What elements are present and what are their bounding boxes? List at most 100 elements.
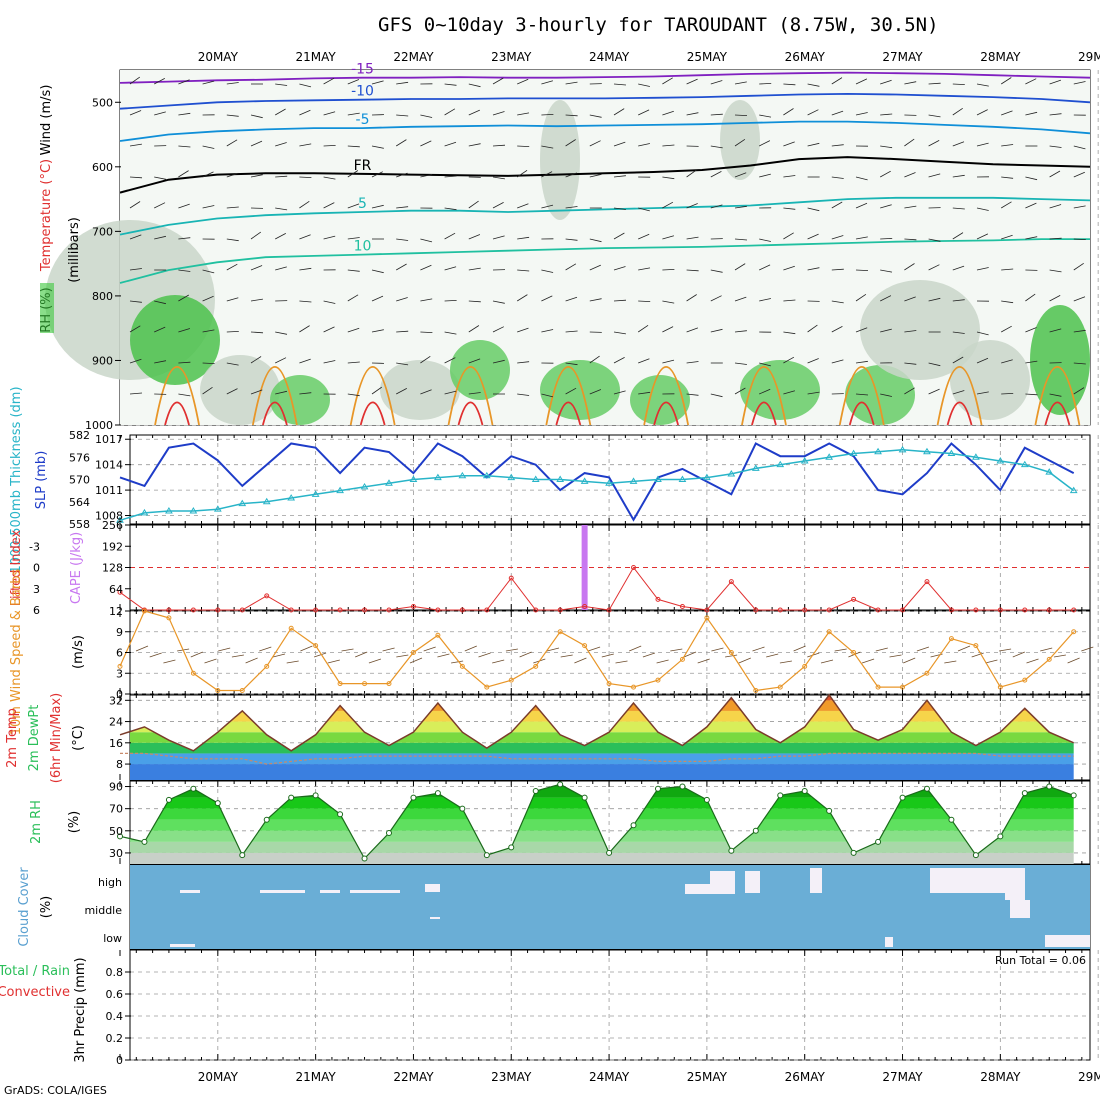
wind10-marker (655, 677, 661, 683)
wind-barb (638, 358, 650, 364)
thickness-marker (703, 473, 711, 481)
wind-barb (710, 145, 723, 149)
temp-contour-10 (119, 238, 1090, 284)
wind-barb (952, 265, 965, 271)
wind-barb (638, 109, 650, 116)
wind-barb (928, 388, 940, 395)
li-marker (1022, 607, 1028, 613)
wind-barb (299, 234, 311, 240)
wind-barb (613, 141, 626, 147)
rh2m-marker (899, 794, 906, 801)
wind10-barb (300, 645, 313, 652)
wind-barb (710, 204, 723, 209)
temp-contour-label-FR: FR (354, 158, 372, 174)
wind-barb (202, 362, 215, 364)
thickness-marker (825, 453, 834, 460)
wind-barb (347, 294, 359, 302)
wind-barb (154, 360, 167, 364)
wind-barb (613, 232, 625, 240)
wind-barb (662, 201, 674, 209)
wind-barb (250, 356, 262, 364)
date-label-bottom-24MAY: 24MAY (589, 1070, 630, 1084)
temp-band-0 (130, 764, 1074, 780)
wind-barb (299, 109, 311, 116)
wind10-marker (997, 684, 1003, 690)
wind-barb (1001, 176, 1014, 179)
wind10-marker (215, 688, 221, 694)
wind-barb (589, 173, 602, 178)
wind-barb (831, 176, 844, 179)
rh-ytick-label: 90 (109, 781, 123, 794)
wind-barb (1073, 387, 1085, 395)
rh-ytick-label: 70 (109, 803, 123, 816)
wind10-barb (1026, 658, 1039, 664)
wind-barb (637, 324, 649, 333)
temp-band-1 (130, 753, 1074, 765)
wind10-barb (889, 654, 902, 658)
wind-barb (831, 359, 844, 364)
warm-contour-15 (1034, 366, 1081, 426)
wind-barb (129, 76, 141, 85)
date-label-top-20MAY: 20MAY (198, 50, 239, 64)
wind-barb (347, 79, 360, 85)
wind-barb (420, 331, 433, 333)
wind-barb (613, 207, 626, 210)
wind10-barb (601, 653, 614, 658)
wind-barb (855, 78, 868, 85)
wind-barb (371, 386, 383, 395)
temp-contour-5 (119, 196, 1091, 236)
slp-ytick-label: 1011 (95, 484, 123, 497)
wind-barb (734, 238, 748, 241)
wind-barb (226, 139, 238, 147)
wind-barb (686, 112, 699, 116)
thickness-marker (1045, 468, 1054, 475)
wind-ytick-label: 9 (116, 626, 123, 639)
wind-barb (662, 144, 675, 147)
wind-barb (178, 294, 189, 302)
label-temp-unit: (°C) (71, 725, 86, 751)
rh2m-marker (337, 811, 344, 818)
wind-barb (516, 294, 528, 302)
wind-barb (517, 203, 529, 209)
rh2m-marker (312, 792, 319, 799)
wind10-marker (239, 688, 245, 694)
wind-barb (1001, 110, 1013, 116)
temp-band-2 (130, 742, 1074, 754)
wind-barb (226, 263, 238, 271)
wind-barb (396, 263, 407, 271)
wind-barb (275, 331, 288, 335)
wind-barb (396, 362, 409, 366)
wind-barb (952, 299, 965, 302)
label-wind10-unit: (m/s) (71, 635, 86, 669)
li-marker (337, 607, 343, 613)
wind-barb (710, 80, 723, 85)
thickness-marker (580, 477, 589, 484)
cloud-clear-3 (350, 890, 400, 893)
wind-barb (734, 138, 746, 147)
wind-barb (541, 269, 554, 273)
date-label-top-22MAY: 22MAY (393, 50, 434, 64)
wind-barb (396, 238, 409, 241)
wind-barb (807, 109, 819, 116)
li-marker (948, 607, 954, 613)
thickness-marker (923, 447, 931, 455)
wind-barb (1049, 295, 1061, 302)
li-marker (410, 603, 416, 609)
cape-ytick-label: 64 (109, 583, 123, 596)
rh2m-marker (459, 805, 466, 812)
wind-barb (1025, 236, 1038, 240)
temp-ytick-label: 32 (109, 694, 123, 707)
wind10-marker (362, 681, 368, 687)
wind-barb (444, 266, 457, 271)
wind10-marker (508, 677, 514, 683)
wind10-marker (410, 650, 416, 655)
li-ytick-label: 3 (33, 583, 40, 596)
wind-barb (178, 361, 191, 364)
wind-barb (226, 388, 238, 395)
li-marker (264, 593, 270, 599)
wind10-marker (924, 670, 930, 676)
wind-barb (468, 300, 481, 303)
wind-barb (347, 170, 359, 178)
wind10-marker (948, 636, 954, 642)
wind-barb (710, 171, 722, 178)
